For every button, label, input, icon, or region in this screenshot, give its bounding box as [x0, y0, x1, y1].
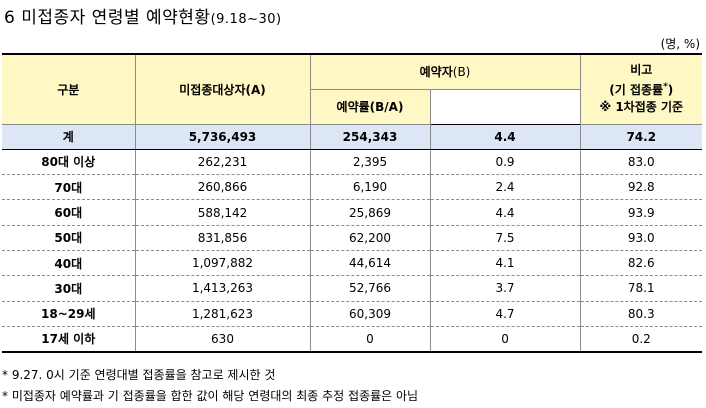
footnotes: * 9.27. 0시 기준 연령대별 접종률을 참고로 제시한 것 * 미접종자… — [2, 365, 418, 407]
cell-reservations: 60,309 — [309, 301, 430, 327]
row-group: 50대 — [2, 225, 135, 251]
cell-reservations: 25,869 — [309, 199, 430, 226]
row-group: 70대 — [2, 174, 135, 201]
cell-unvaccinated: 262,231 — [134, 149, 310, 176]
title-period: (9.18~30) — [210, 12, 282, 27]
cell-unvaccinated: 1,281,623 — [134, 301, 310, 327]
row-group: 18~29세 — [2, 301, 135, 327]
cell-reservations: 62,200 — [309, 225, 430, 251]
cell-reservations: 254,343 — [309, 123, 430, 150]
cell-note: 93.0 — [579, 225, 703, 251]
header-note: 비고 (기 접종률*) ※ 1차접종 기준 — [579, 53, 703, 125]
header-note-line2: (기 접종률*) — [581, 79, 703, 99]
reservation-table: 구분 미접종대상자(A) 예약자(B) 비고 (기 접종률*) ※ 1차접종 기… — [2, 53, 703, 353]
cell-note: 92.8 — [579, 174, 703, 201]
header-unvaccinated: 미접종대상자(A) — [134, 53, 311, 125]
cell-note: 83.0 — [579, 149, 703, 176]
page-title: 6 미접종자 연령별 예약현황(9.18~30) — [4, 3, 282, 28]
cell-rate: 3.7 — [429, 275, 581, 302]
header-note-rate: (기 접종률 — [609, 83, 664, 98]
row-group: 80대 이상 — [2, 149, 135, 176]
cell-note: 74.2 — [579, 123, 703, 150]
cell-reservations: 52,766 — [309, 275, 430, 302]
row-group: 계 — [2, 123, 135, 150]
table-row: 18~29세 1,281,623 60,309 4.7 80.3 — [2, 301, 703, 327]
header-category: 구분 — [2, 53, 136, 125]
cell-unvaccinated: 831,856 — [134, 225, 310, 251]
table-row: 50대 831,856 62,200 7.5 93.0 — [2, 225, 703, 251]
row-group: 30대 — [2, 275, 135, 302]
total-row: 계 5,736,493 254,343 4.4 74.2 — [2, 123, 703, 150]
header-reservations-suffix: (B) — [452, 65, 471, 80]
cell-note: 78.1 — [579, 275, 703, 302]
cell-rate: 0 — [429, 326, 581, 353]
table-row: 17세 이하 630 0 0 0.2 — [2, 326, 703, 353]
footnote-1: * 9.27. 0시 기준 연령대별 접종률을 참고로 제시한 것 — [2, 368, 276, 382]
table-row: 30대 1,413,263 52,766 3.7 78.1 — [2, 275, 703, 302]
cell-unvaccinated: 630 — [134, 326, 310, 353]
cell-reservations: 6,190 — [309, 174, 430, 201]
cell-rate: 2.4 — [429, 174, 581, 201]
title-main: 6 미접종자 연령별 예약현황 — [4, 8, 211, 28]
cell-rate: 0.9 — [429, 149, 581, 176]
cell-unvaccinated: 260,866 — [134, 174, 310, 201]
cell-rate: 4.7 — [429, 301, 581, 327]
header-note-title: 비고 — [630, 63, 653, 78]
cell-rate: 4.1 — [429, 250, 581, 277]
row-group: 17세 이하 — [2, 326, 135, 353]
header-rate: 예약률(B/A) — [309, 88, 431, 125]
cell-note: 80.3 — [579, 301, 703, 327]
header-reservations-label: 예약자 — [419, 65, 453, 80]
unit-label: (명, %) — [660, 37, 700, 51]
cell-unvaccinated: 1,413,263 — [134, 275, 310, 302]
table-row: 60대 588,142 25,869 4.4 93.9 — [2, 199, 703, 226]
cell-unvaccinated: 588,142 — [134, 199, 310, 226]
cell-rate: 4.4 — [429, 123, 581, 150]
row-group: 60대 — [2, 199, 135, 226]
header-reservations: 예약자(B) — [309, 53, 581, 90]
header-note-mark: * — [663, 82, 668, 93]
cell-rate: 7.5 — [429, 225, 581, 251]
cell-reservations: 2,395 — [309, 149, 430, 176]
cell-note: 93.9 — [579, 199, 703, 226]
table-row: 40대 1,097,882 44,614 4.1 82.6 — [2, 250, 703, 277]
header-note-close: ) — [667, 83, 674, 98]
row-group: 40대 — [2, 250, 135, 277]
footnote-2: * 미접종자 예약률과 기 접종률을 합한 값이 해당 연령대의 최종 추정 접… — [2, 389, 419, 403]
cell-unvaccinated: 5,736,493 — [134, 123, 310, 150]
cell-note: 82.6 — [579, 250, 703, 277]
cell-reservations: 0 — [309, 326, 430, 353]
table-row: 80대 이상 262,231 2,395 0.9 83.0 — [2, 149, 703, 176]
cell-unvaccinated: 1,097,882 — [134, 250, 310, 277]
header-note-line3: ※ 1차접종 기준 — [599, 100, 684, 115]
cell-rate: 4.4 — [429, 199, 581, 226]
table-row: 70대 260,866 6,190 2.4 92.8 — [2, 174, 703, 201]
cell-reservations: 44,614 — [309, 250, 430, 277]
cell-note: 0.2 — [579, 326, 703, 353]
